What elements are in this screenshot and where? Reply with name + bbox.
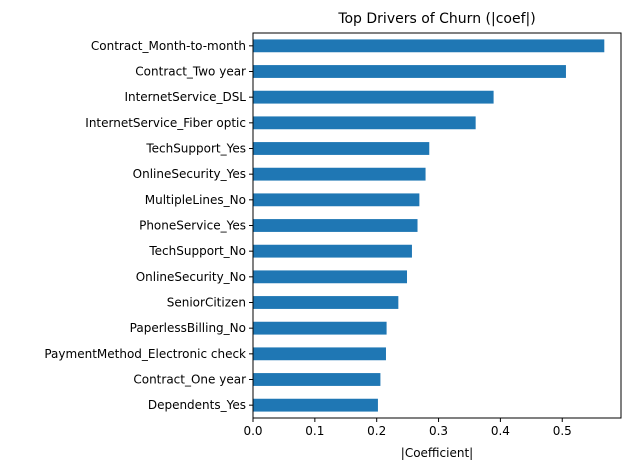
y-tick-label: OnlineSecurity_No (136, 270, 246, 284)
bar-contract-two-year (253, 65, 566, 78)
y-tick-label: Contract_Month-to-month (91, 39, 246, 53)
x-tick-label: 0.5 (553, 424, 572, 438)
y-tick-label: Contract_One year (133, 373, 246, 387)
y-tick-label: PaperlessBilling_No (130, 321, 246, 335)
x-tick-label: 0.3 (429, 424, 448, 438)
bar-techsupport-no (253, 244, 412, 258)
bar-contract-one-year (253, 373, 381, 386)
bar-paymentmethod-electronic-check (253, 347, 386, 361)
bar-techsupport-yes (253, 142, 430, 155)
y-tick-label: TechSupport_No (148, 244, 246, 258)
x-axis: 0.0 0.1 0.2 0.3 0.4 0.5 (243, 418, 572, 438)
y-tick-label: InternetService_Fiber optic (85, 116, 246, 130)
bar-phoneservice-yes (253, 219, 418, 232)
bar-seniorcitizen (253, 296, 399, 309)
y-axis: Contract_Month-to-month Contract_Two year… (44, 39, 253, 412)
y-tick-label: MultipleLines_No (145, 193, 246, 207)
x-tick-label: 0.4 (491, 424, 510, 438)
bar-contract-month-to-month (253, 39, 605, 53)
bar-internetservice-fiber-optic (253, 116, 476, 130)
x-tick-label: 0.2 (367, 424, 386, 438)
y-tick-label: SeniorCitizen (167, 296, 246, 310)
bar-dependents-yes (253, 398, 378, 412)
y-tick-label: Dependents_Yes (148, 398, 246, 412)
plot-frame (252, 32, 622, 419)
x-tick-label: 0.0 (243, 424, 262, 438)
bar-paperlessbilling-no (253, 321, 387, 335)
bar-onlinesecurity-yes (253, 167, 426, 181)
y-tick-label: PaymentMethod_Electronic check (44, 347, 246, 361)
x-tick-label: 0.1 (305, 424, 324, 438)
y-tick-label: InternetService_DSL (124, 90, 246, 104)
bar-multiplelines-no (253, 193, 420, 207)
chart-title: Top Drivers of Churn (|coef|) (337, 11, 535, 27)
x-axis-label: |Coefficient| (401, 446, 473, 460)
y-tick-label: TechSupport_Yes (145, 142, 246, 156)
y-tick-label: PhoneService_Yes (139, 219, 246, 233)
bar-onlinesecurity-no (253, 270, 408, 284)
bars-group (253, 39, 605, 412)
y-tick-label: Contract_Two year (135, 65, 246, 79)
y-tick-label: OnlineSecurity_Yes (133, 167, 246, 181)
bar-internetservice-dsl (253, 90, 494, 104)
